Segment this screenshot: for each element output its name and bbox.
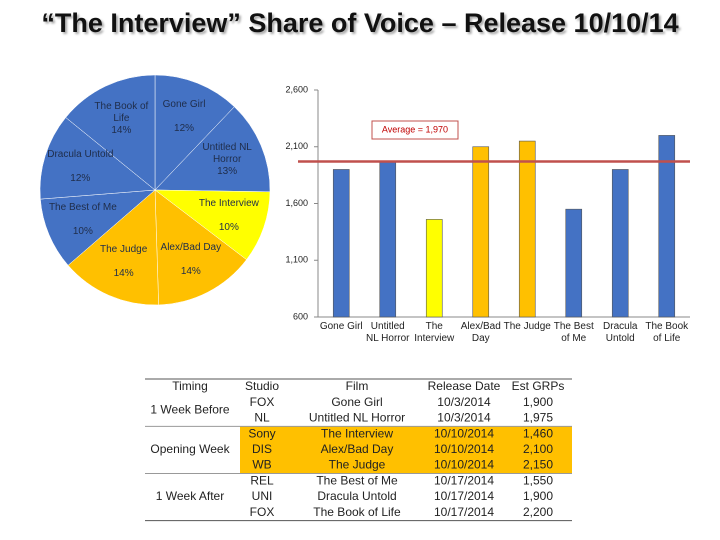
timing-label: Opening Week bbox=[150, 442, 230, 456]
table-cell: The Best of Me bbox=[316, 473, 398, 487]
slice-label: The Judge bbox=[100, 243, 148, 255]
table-cell: 1,900 bbox=[523, 395, 553, 409]
slice-value-label: 12% bbox=[174, 123, 195, 135]
table-cell: WB bbox=[252, 458, 271, 472]
slice-value-label: 14% bbox=[113, 267, 134, 279]
x-tick-label: Untitled NL Horror bbox=[365, 321, 410, 344]
bar bbox=[472, 146, 490, 318]
table-cell: 2,200 bbox=[523, 505, 553, 519]
slice-label: The Best of Me bbox=[48, 202, 117, 214]
average-box bbox=[371, 120, 459, 140]
table-cell: 1,900 bbox=[523, 489, 553, 503]
x-tick-label: The Book of Life bbox=[645, 321, 689, 344]
y-tick-label: 600 bbox=[293, 311, 308, 321]
x-tick-label: The Best of Me bbox=[553, 321, 594, 344]
table-cell: 2,150 bbox=[523, 458, 553, 472]
table-header: Est GRPs bbox=[512, 379, 565, 393]
slide-title: “The Interview” Share of Voice – Release… bbox=[41, 8, 679, 38]
x-tick-label: Alex/Bad Day bbox=[460, 321, 501, 344]
table-cell: 10/10/2014 bbox=[434, 442, 494, 456]
bar bbox=[611, 169, 629, 318]
table-cell: 1,975 bbox=[523, 411, 553, 425]
pie-slice bbox=[65, 74, 156, 191]
table-cell: 1,460 bbox=[523, 426, 553, 440]
slice-label: Untitled NL Horror bbox=[202, 141, 252, 165]
slice-label: The Interview bbox=[198, 197, 259, 209]
pie-slice bbox=[154, 106, 271, 193]
bar bbox=[425, 219, 443, 318]
bar bbox=[379, 160, 397, 318]
pie-slice bbox=[154, 189, 271, 260]
table-cell: Alex/Bad Day bbox=[321, 442, 394, 456]
table-header: Studio bbox=[245, 379, 279, 393]
pie-slice bbox=[40, 189, 156, 266]
pie-slice bbox=[67, 189, 159, 306]
table-cell: NL bbox=[254, 411, 270, 425]
y-tick-label: 2,100 bbox=[285, 141, 308, 151]
slice-value-label: 13% bbox=[217, 165, 238, 177]
table-cell: 2,100 bbox=[523, 442, 553, 456]
table-cell: Untitled NL Horror bbox=[309, 411, 405, 425]
slice-label: Alex/Bad Day bbox=[160, 241, 222, 253]
slice-value-label: 14% bbox=[180, 265, 201, 277]
x-tick-label: Gone Girl bbox=[319, 321, 363, 332]
table-cell: The Interview bbox=[321, 426, 393, 440]
slice-value-label: 14% bbox=[111, 125, 132, 137]
bar bbox=[565, 208, 583, 318]
highlight-rows bbox=[240, 426, 572, 474]
table-cell: REL bbox=[250, 473, 274, 487]
x-tick-label: The Interview bbox=[414, 321, 455, 344]
pie-slice bbox=[39, 117, 156, 200]
table-cell: The Book of Life bbox=[313, 505, 401, 519]
table-cell: FOX bbox=[250, 395, 275, 409]
slice-value-label: 10% bbox=[218, 221, 239, 233]
timing-label: 1 Week Before bbox=[150, 403, 229, 417]
table-cell: DIS bbox=[252, 442, 272, 456]
slice-label: Dracula Untold bbox=[47, 148, 114, 160]
x-tick-label: The Judge bbox=[503, 321, 551, 332]
pie-slice bbox=[154, 189, 247, 306]
bar bbox=[332, 169, 350, 318]
table-header: Timing bbox=[172, 379, 208, 393]
timing-label: 1 Week After bbox=[156, 489, 224, 503]
slice-label: Gone Girl bbox=[162, 99, 206, 111]
average-label: Average = 1,970 bbox=[382, 124, 448, 134]
table-cell: 10/3/2014 bbox=[437, 411, 491, 425]
x-tick-label: Dracula Untold bbox=[603, 321, 638, 344]
table-cell: 10/10/2014 bbox=[434, 426, 494, 440]
table-cell: 10/3/2014 bbox=[437, 395, 491, 409]
pie-slice bbox=[154, 74, 235, 191]
table-cell: UNI bbox=[252, 489, 273, 503]
table-header: Release Date bbox=[428, 379, 501, 393]
table-cell: The Judge bbox=[329, 458, 386, 472]
table-cell: 10/10/2014 bbox=[434, 458, 494, 472]
table-cell: 10/17/2014 bbox=[434, 473, 494, 487]
bar bbox=[518, 140, 536, 318]
table-cell: Gone Girl bbox=[331, 395, 382, 409]
slice-value-label: 10% bbox=[72, 226, 93, 238]
slice-value-label: 12% bbox=[70, 172, 91, 184]
table-cell: Sony bbox=[248, 426, 275, 440]
table-header: Film bbox=[346, 379, 369, 393]
slice-label: The Book of Life bbox=[94, 101, 149, 125]
y-tick-label: 1,100 bbox=[285, 255, 308, 265]
table-cell: 10/17/2014 bbox=[434, 505, 494, 519]
table-cell: 10/17/2014 bbox=[434, 489, 494, 503]
table-cell: 1,550 bbox=[523, 473, 553, 487]
table-cell: FOX bbox=[250, 505, 275, 519]
y-tick-label: 2,600 bbox=[285, 84, 308, 94]
table-cell: Dracula Untold bbox=[317, 489, 396, 503]
bar bbox=[658, 135, 676, 318]
y-tick-label: 1,600 bbox=[285, 198, 308, 208]
